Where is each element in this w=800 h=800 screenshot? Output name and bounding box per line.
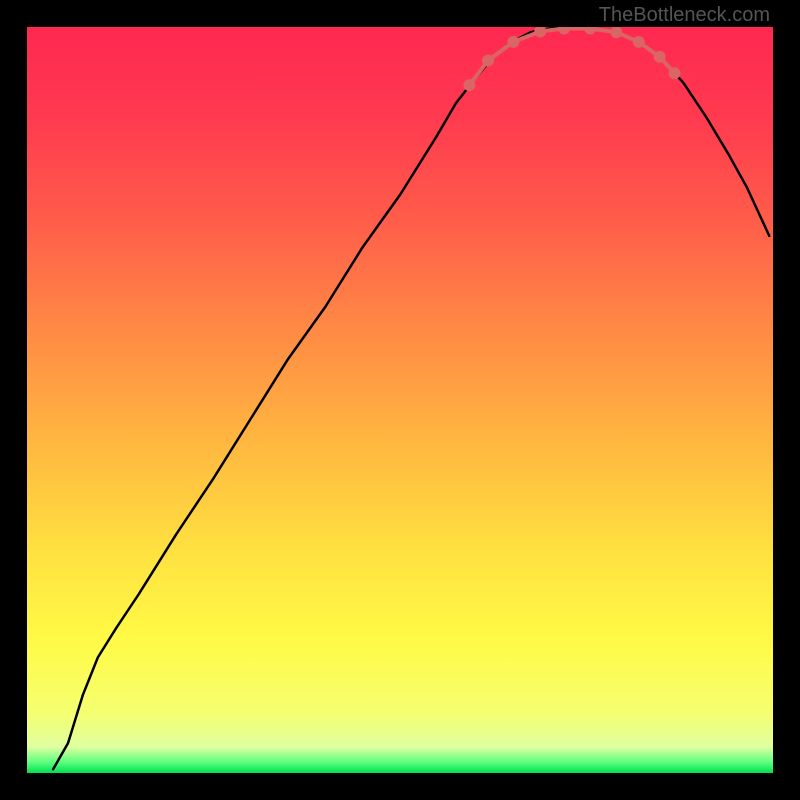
marker-dot bbox=[558, 27, 570, 34]
marker-dot bbox=[534, 27, 546, 37]
marker-band-line bbox=[469, 28, 674, 85]
marker-dot bbox=[633, 36, 645, 48]
marker-dot bbox=[584, 27, 596, 34]
marker-dot bbox=[482, 55, 494, 67]
marker-dot bbox=[669, 67, 681, 79]
marker-dot bbox=[654, 51, 666, 63]
marker-dot bbox=[507, 36, 519, 48]
line-curve bbox=[53, 27, 769, 769]
marker-band bbox=[463, 27, 680, 91]
marker-dot bbox=[610, 27, 622, 38]
watermark-text: TheBottleneck.com bbox=[599, 4, 770, 27]
chart-frame bbox=[25, 25, 775, 775]
marker-dot bbox=[463, 79, 475, 91]
chart-curve-layer bbox=[27, 27, 773, 773]
